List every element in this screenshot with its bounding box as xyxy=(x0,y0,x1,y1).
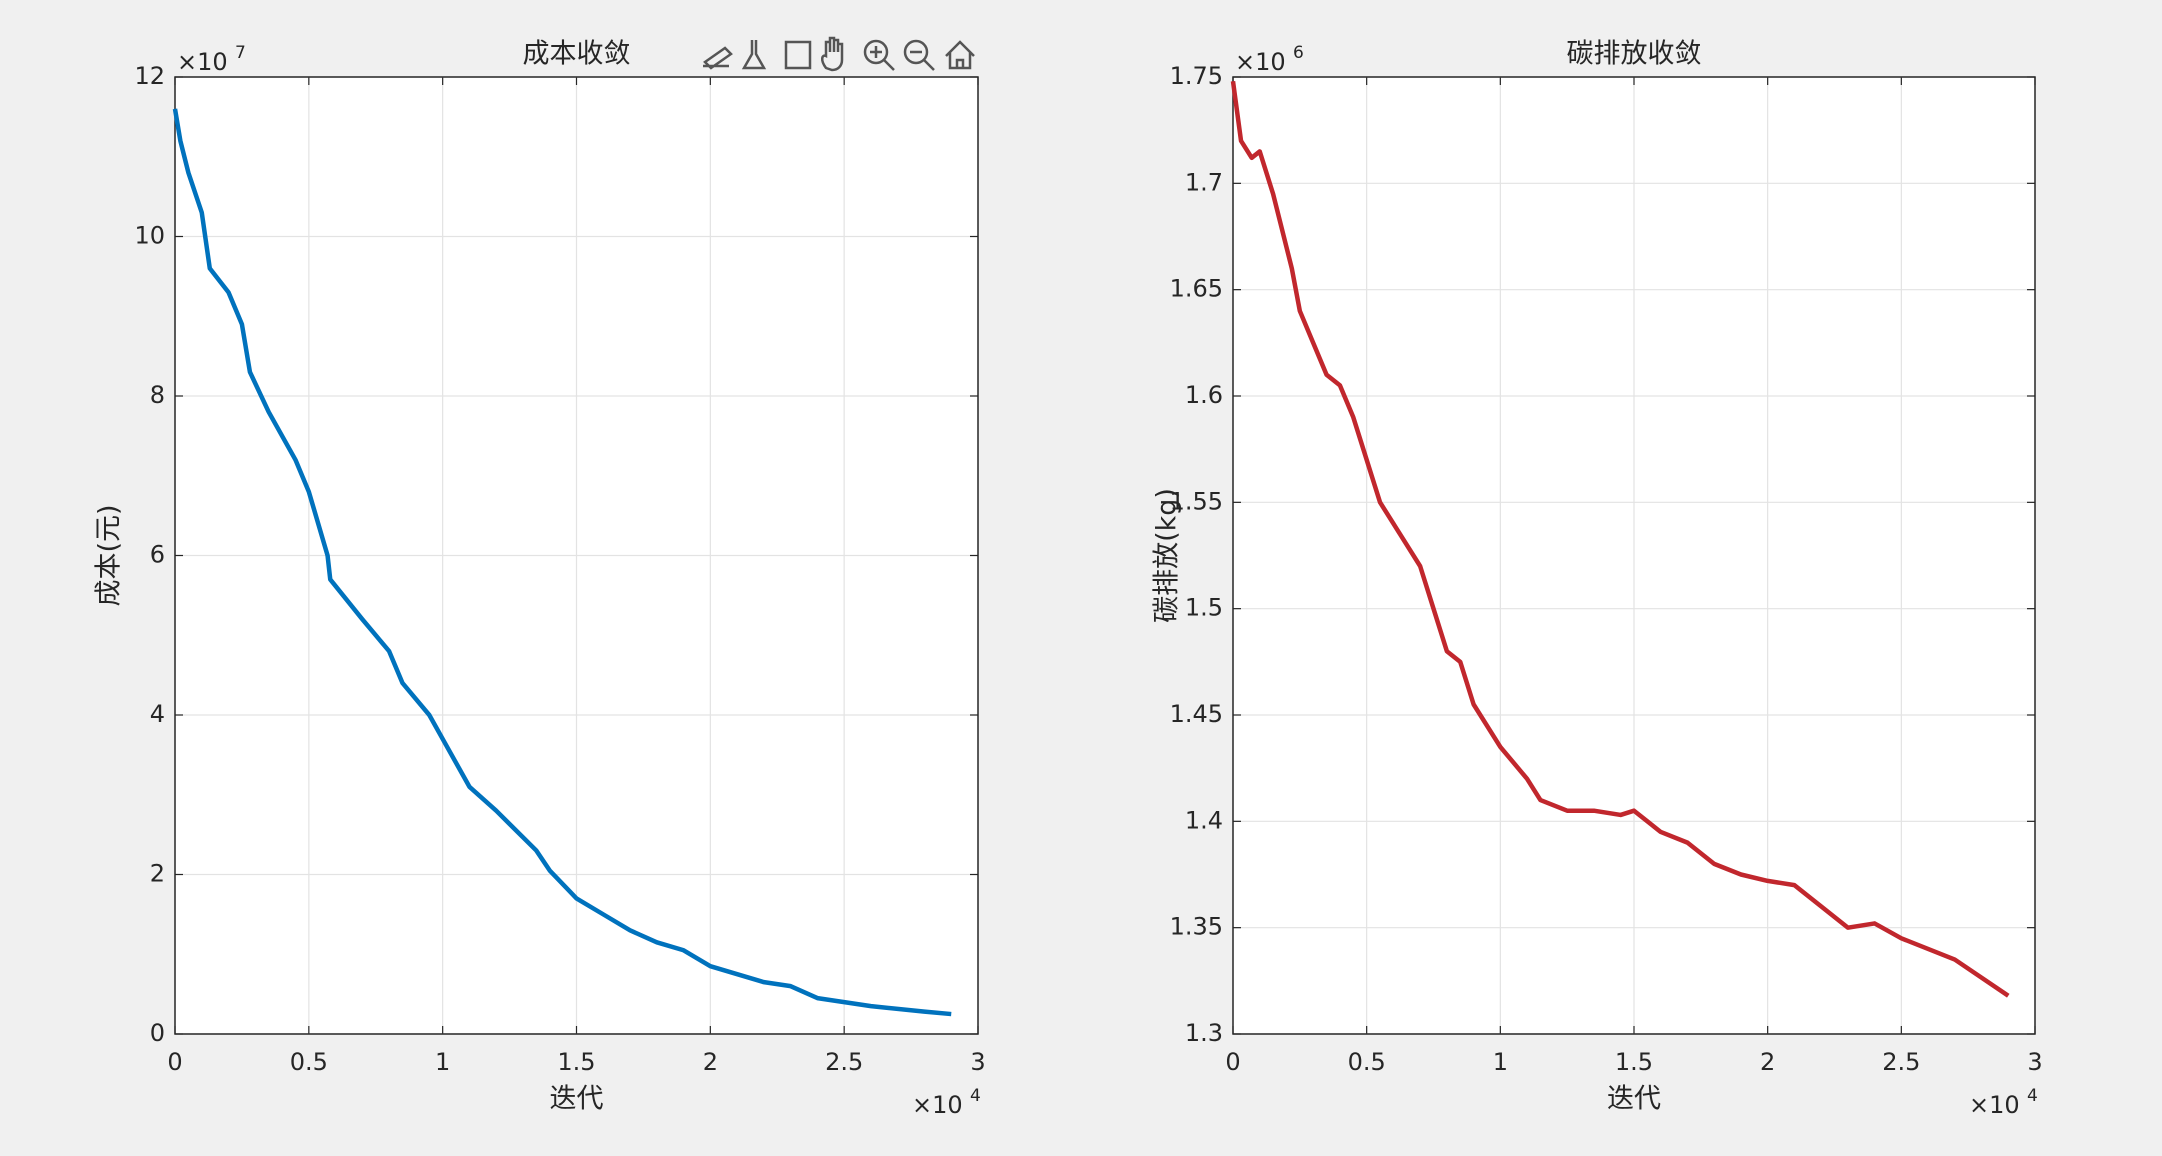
x-tick-label: 2 xyxy=(703,1048,718,1076)
x-tick-label: 2.5 xyxy=(1882,1048,1920,1076)
y-tick-label: 1.55 xyxy=(1170,487,1223,515)
y-tick-label: 1.45 xyxy=(1170,700,1223,728)
toolbar-icon[interactable] xyxy=(784,40,812,70)
y-tick-label: 1.35 xyxy=(1170,913,1223,941)
x-tick-label: 1.5 xyxy=(1615,1048,1653,1076)
y-tick-label: 1.3 xyxy=(1185,1019,1223,1047)
y-tick-label: 1.65 xyxy=(1170,275,1223,303)
y-tick-label: 1.6 xyxy=(1185,381,1223,409)
y-tick-label: 8 xyxy=(150,381,165,409)
y-tick-label: 1.5 xyxy=(1185,594,1223,622)
x-tick-label: 1.5 xyxy=(557,1048,595,1076)
chart-title: 成本收敛 xyxy=(523,39,631,70)
x-tick-label: 0 xyxy=(167,1048,182,1076)
x-tick-label: 2 xyxy=(1760,1048,1775,1076)
y-exponent: 6 xyxy=(1293,43,1304,63)
y-multiplier: ×10 xyxy=(1235,48,1286,76)
toolbar-icon[interactable] xyxy=(945,40,975,70)
y-tick-label: 6 xyxy=(150,541,165,569)
y-tick-label: 1.4 xyxy=(1185,806,1223,834)
chart-title: 碳排放收敛 xyxy=(1567,39,1702,70)
x-tick-label: 0.5 xyxy=(1348,1048,1386,1076)
x-tick-label: 0 xyxy=(1225,1048,1240,1076)
toolbar-icon[interactable] xyxy=(863,39,895,71)
x-tick-label: 2.5 xyxy=(825,1048,863,1076)
data-line xyxy=(172,108,952,1017)
x-tick-label: 3 xyxy=(2027,1048,2042,1076)
x-tick-label: 3 xyxy=(970,1048,985,1076)
y-axis-label: 碳排放(kg) xyxy=(1152,488,1183,623)
axes-box xyxy=(174,76,979,1035)
axes-box xyxy=(1232,76,2036,1035)
x-tick-label: 0.5 xyxy=(290,1048,328,1076)
y-tick-label: 4 xyxy=(150,700,165,728)
y-exponent: 7 xyxy=(235,43,246,63)
toolbar-icon[interactable] xyxy=(741,40,767,70)
toolbar-icon[interactable] xyxy=(821,36,844,72)
y-tick-label: 12 xyxy=(134,62,165,90)
y-tick-label: 1.7 xyxy=(1185,168,1223,196)
y-tick-label: 2 xyxy=(150,860,165,888)
y-tick-label: 10 xyxy=(134,222,165,250)
toolbar-icon[interactable] xyxy=(703,46,733,70)
x-multiplier: ×10 xyxy=(912,1091,963,1119)
x-exponent: 4 xyxy=(2027,1086,2038,1106)
x-tick-label: 1 xyxy=(435,1048,450,1076)
y-tick-label: 0 xyxy=(150,1019,165,1047)
x-axis-label: 迭代 xyxy=(1607,1084,1661,1115)
toolbar-icon[interactable] xyxy=(903,39,935,71)
y-multiplier: ×10 xyxy=(177,48,228,76)
data-line xyxy=(1230,80,2010,998)
x-axis-label: 迭代 xyxy=(550,1084,604,1115)
toolbar xyxy=(703,36,975,72)
x-exponent: 4 xyxy=(970,1086,981,1106)
y-tick-label: 1.75 xyxy=(1170,62,1223,90)
x-tick-label: 1 xyxy=(1493,1048,1508,1076)
x-multiplier: ×10 xyxy=(1969,1091,2020,1119)
y-axis-label: 成本(元) xyxy=(94,504,125,606)
